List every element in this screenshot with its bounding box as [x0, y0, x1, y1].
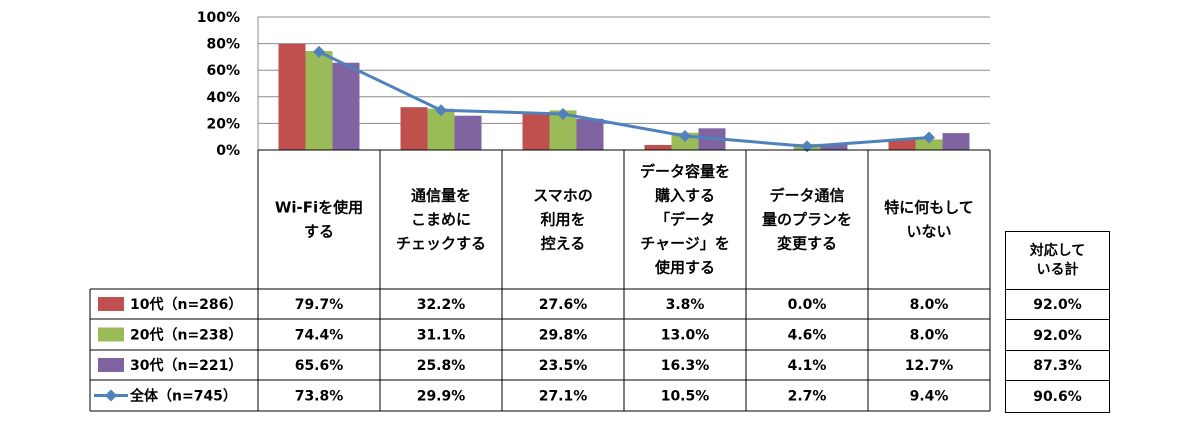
category-label-line: 使用する [654, 259, 715, 277]
data-cell: 29.9% [417, 389, 466, 405]
data-cell: 27.1% [539, 389, 588, 405]
bar [915, 139, 943, 150]
data-cell: 8.0% [910, 297, 949, 313]
data-cell: 3.8% [666, 297, 705, 313]
category-label: 特に何もしていない [884, 199, 974, 241]
category-label-line: 「データ [655, 211, 715, 229]
data-cell: 73.8% [295, 389, 344, 405]
category-label-line: 量のプランを [762, 211, 852, 229]
totals-header: 対応して いる計 [1005, 231, 1110, 291]
data-cell: 79.7% [295, 297, 344, 313]
data-cell: 16.3% [661, 358, 710, 374]
category-label-line: データ通信 [769, 187, 844, 205]
data-cell: 9.4% [910, 389, 949, 405]
category-label-line: チェックする [396, 235, 486, 253]
category-label: 通信量をこまめにチェックする [396, 187, 486, 253]
category-label-line: 変更する [777, 235, 837, 253]
line-marker [923, 131, 935, 144]
line-marker [313, 45, 325, 58]
line-marker [679, 130, 691, 143]
category-label-line: データ容量を [640, 163, 730, 181]
legend-label: 20代（n=238） [130, 327, 242, 344]
y-tick-label: 100% [197, 10, 240, 26]
legend-swatch [98, 297, 124, 311]
category-label-line: いない [906, 223, 951, 241]
category-label-line: 控える [541, 235, 586, 253]
bar [942, 133, 970, 150]
category-label: スマホの利用を控える [533, 187, 593, 253]
bar [305, 51, 333, 150]
data-cell: 0.0% [788, 297, 827, 313]
y-tick-label: 60% [206, 63, 240, 79]
bar [522, 113, 550, 150]
category-label: データ容量を購入する「データチャージ」を使用する [640, 163, 730, 277]
data-cell: 25.8% [417, 358, 466, 374]
line-marker [801, 140, 813, 153]
data-cell: 13.0% [661, 328, 710, 344]
data-cell: 2.7% [788, 389, 827, 405]
legend-swatch [98, 358, 124, 372]
legend-swatch [98, 327, 124, 342]
category-label-line: 特に何もして [884, 199, 974, 217]
bar [644, 144, 672, 150]
data-cell: 23.5% [539, 358, 588, 374]
category-label: Wi-Fiを使用する [275, 199, 363, 241]
line-marker [435, 104, 447, 117]
bar [820, 144, 848, 150]
data-cell: 32.2% [417, 297, 466, 313]
data-cell: 29.8% [539, 328, 588, 344]
y-tick-label: 0% [216, 143, 240, 159]
bar [400, 107, 428, 150]
y-tick-label: 80% [206, 37, 240, 53]
bar [278, 43, 306, 150]
data-cell: 8.0% [910, 328, 949, 344]
bar [332, 62, 360, 150]
totals-cell: 92.0% [1005, 289, 1110, 321]
totals-cell: 90.6% [1005, 380, 1110, 413]
data-cell: 27.6% [539, 297, 588, 313]
y-tick-label: 40% [206, 90, 240, 106]
legend-label: 全体（n=745） [129, 388, 237, 405]
category-label-line: こまめに [411, 211, 471, 229]
legend-marker [105, 389, 117, 402]
data-cell: 12.7% [905, 358, 954, 374]
data-cell: 31.1% [417, 328, 466, 344]
category-label: データ通信量のプランを変更する [762, 187, 852, 253]
line-series [318, 50, 930, 148]
data-cell: 4.6% [788, 328, 827, 344]
line-marker [557, 107, 569, 120]
category-label-line: チャージ」を [640, 235, 730, 253]
legend-label: 10代（n=286） [130, 296, 242, 313]
category-label-line: 通信量を [411, 187, 471, 205]
totals-cell: 87.3% [1005, 350, 1110, 382]
bar [888, 139, 916, 150]
category-label-line: スマホの [533, 187, 593, 205]
data-cell: 10.5% [661, 389, 710, 405]
data-cell: 65.6% [295, 358, 344, 374]
data-cell: 74.4% [295, 328, 344, 344]
y-tick-label: 20% [206, 116, 240, 132]
data-cell: 4.1% [788, 358, 827, 374]
totals-cell: 92.0% [1005, 319, 1110, 352]
category-label-line: Wi-Fiを使用 [275, 199, 363, 217]
bar [454, 115, 482, 150]
legend-label: 30代（n=221） [130, 357, 242, 374]
category-label-line: 購入する [654, 187, 715, 205]
category-label-line: 利用を [540, 211, 585, 229]
category-label-line: する [304, 223, 334, 241]
bar [576, 118, 604, 150]
